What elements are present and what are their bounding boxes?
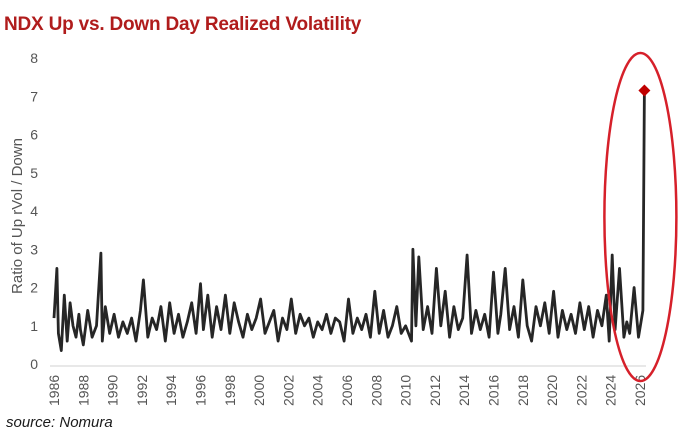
x-tick-label: 2020 bbox=[544, 375, 560, 406]
x-tick-label: 2018 bbox=[515, 375, 531, 406]
y-tick-label: 6 bbox=[30, 127, 38, 143]
y-axis-label: Ratio of Up rVol / Down bbox=[9, 138, 26, 294]
highlight-ellipse bbox=[603, 51, 678, 383]
x-tick-label: 2004 bbox=[310, 375, 326, 406]
x-axis-ticks: 1986 1988 1990 1992 1994 1996 1998 2000 2002 2004… bbox=[46, 375, 648, 406]
y-tick-label: 0 bbox=[30, 356, 38, 372]
y-tick-label: 1 bbox=[30, 318, 38, 334]
x-tick-label: 2000 bbox=[251, 375, 267, 406]
x-tick-label: 2024 bbox=[603, 375, 619, 406]
x-tick-label: 2006 bbox=[339, 375, 355, 406]
y-tick-label: 5 bbox=[30, 165, 38, 181]
x-tick-label: 1992 bbox=[134, 375, 150, 406]
highlight-diamond-marker bbox=[638, 84, 651, 97]
x-tick-label: 1998 bbox=[222, 375, 238, 406]
y-tick-label: 2 bbox=[30, 280, 38, 296]
x-tick-label: 2022 bbox=[573, 375, 589, 406]
y-tick-label: 4 bbox=[30, 203, 38, 219]
x-tick-label: 1994 bbox=[163, 375, 179, 406]
x-tick-label: 1996 bbox=[193, 375, 209, 406]
x-tick-label: 2010 bbox=[398, 375, 414, 406]
x-tick-label: 2026 bbox=[632, 375, 648, 406]
x-tick-label: 2008 bbox=[368, 375, 384, 406]
x-tick-label: 2016 bbox=[486, 375, 502, 406]
series-line bbox=[52, 90, 646, 352]
x-tick-label: 2002 bbox=[280, 375, 296, 406]
x-tick-label: 2012 bbox=[427, 375, 443, 406]
y-axis-ticks: 0 1 2 3 4 5 6 7 8 bbox=[30, 50, 38, 372]
x-tick-label: 1986 bbox=[46, 375, 62, 406]
y-tick-label: 3 bbox=[30, 241, 38, 257]
source-note: source: Nomura bbox=[6, 414, 113, 431]
chart-title: NDX Up vs. Down Day Realized Volatility bbox=[4, 14, 362, 35]
y-tick-label: 8 bbox=[30, 50, 38, 66]
x-tick-label: 1990 bbox=[105, 375, 121, 406]
y-tick-label: 7 bbox=[30, 88, 38, 104]
x-tick-label: 2014 bbox=[456, 375, 472, 406]
x-tick-label: 1988 bbox=[75, 375, 91, 406]
